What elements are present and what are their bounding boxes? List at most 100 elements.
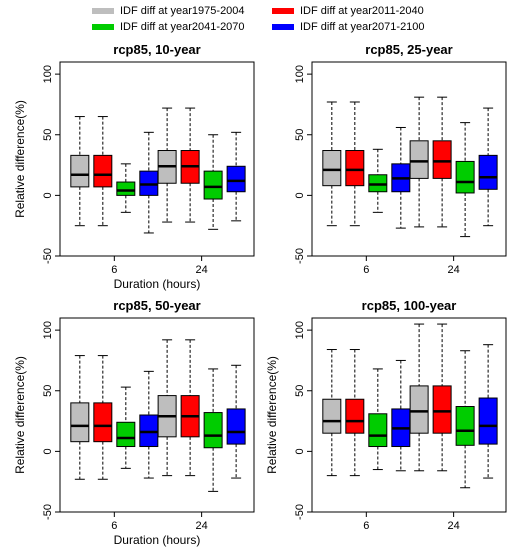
iqr-box — [203, 170, 223, 200]
box — [139, 370, 159, 479]
plot-frame — [311, 317, 507, 513]
y-axis-label: Relative difference(%) — [13, 100, 27, 218]
legend-item-1975-2004: IDF diff at year1975-2004 — [92, 5, 245, 17]
box — [203, 368, 223, 492]
legend-item-2071-2100: IDF diff at year2071-2100 — [272, 21, 425, 33]
iqr-box — [203, 412, 223, 449]
box — [432, 96, 452, 228]
box — [478, 344, 498, 479]
y-tick-label: 100 — [294, 321, 306, 339]
x-tick-label: 24 — [447, 264, 459, 276]
iqr-box — [70, 154, 90, 188]
box — [93, 116, 113, 227]
y-tick-label: -50 — [42, 248, 54, 264]
box — [203, 134, 223, 230]
x-tick-label: 6 — [111, 264, 117, 276]
box — [368, 368, 388, 471]
chart-title: rcp85, 100-year — [362, 298, 457, 313]
chart-panel: rcp85, 50-year -50 0 50 100 Relative differen… — [13, 298, 255, 547]
box — [391, 126, 411, 229]
iqr-box — [409, 140, 429, 179]
box — [322, 101, 342, 227]
x-tick-label: 24 — [447, 520, 459, 532]
iqr-box — [93, 402, 113, 443]
y-axis-label: Relative difference(%) — [265, 356, 279, 474]
x-tick-label: 6 — [363, 520, 369, 532]
x-tick-label: 6 — [363, 264, 369, 276]
box — [139, 131, 159, 234]
iqr-box — [226, 408, 246, 445]
iqr-box — [409, 385, 429, 434]
legend-item-2011-2040: IDF diff at year2011-2040 — [272, 5, 424, 17]
chart-title: rcp85, 50-year — [113, 298, 200, 313]
box — [345, 349, 365, 477]
iqr-box — [116, 421, 136, 448]
legend: IDF diff at year1975-2004 IDF diff at ye… — [0, 0, 512, 40]
y-tick-label: 50 — [42, 385, 54, 397]
box — [180, 339, 200, 477]
iqr-box — [93, 154, 113, 188]
x-axis-label: Duration (hours) — [114, 533, 201, 547]
iqr-box — [368, 413, 388, 448]
box — [455, 122, 475, 238]
y-tick-label: 50 — [294, 129, 306, 141]
box — [226, 364, 246, 479]
x-tick-label: 24 — [195, 520, 207, 532]
iqr-box — [432, 385, 452, 434]
legend-label: IDF diff at year2011-2040 — [300, 5, 424, 17]
iqr-box — [455, 406, 475, 446]
box — [409, 96, 429, 228]
chart-panel: rcp85, 10-year -50 0 50 100 Relative differen… — [13, 42, 255, 291]
legend-label: IDF diff at year2071-2100 — [300, 21, 425, 33]
y-tick-label: 50 — [42, 129, 54, 141]
y-tick-label: -50 — [294, 504, 306, 520]
plot-frame — [59, 61, 255, 257]
plot-frame — [311, 61, 507, 257]
x-axis-label: Duration (hours) — [114, 277, 201, 291]
y-tick-label: 100 — [42, 321, 54, 339]
box — [226, 131, 246, 222]
iqr-box — [116, 181, 136, 196]
box — [93, 355, 113, 480]
x-tick-label: 6 — [111, 520, 117, 532]
iqr-box — [70, 402, 90, 443]
y-tick-label: 0 — [42, 192, 54, 198]
legend-swatch-grey — [92, 8, 114, 14]
y-tick-label: -50 — [294, 248, 306, 264]
iqr-box — [345, 398, 365, 434]
box — [368, 148, 388, 213]
y-tick-label: -50 — [42, 504, 54, 520]
y-tick-label: 100 — [294, 65, 306, 83]
chart-title: rcp85, 25-year — [365, 42, 452, 57]
box — [180, 107, 200, 223]
box — [455, 350, 475, 489]
y-tick-label: 0 — [294, 192, 306, 198]
box — [157, 107, 177, 223]
legend-item-2041-2070: IDF diff at year2041-2070 — [92, 21, 245, 33]
box — [391, 359, 411, 472]
box — [70, 355, 90, 480]
y-tick-label: 100 — [42, 65, 54, 83]
box — [432, 323, 452, 472]
box — [409, 323, 429, 472]
y-axis-label: Relative difference(%) — [13, 356, 27, 474]
y-tick-label: 0 — [294, 448, 306, 454]
iqr-box — [478, 154, 498, 190]
iqr-box — [226, 165, 246, 193]
box — [70, 116, 90, 227]
iqr-box — [345, 150, 365, 187]
iqr-box — [322, 150, 342, 187]
box — [322, 349, 342, 477]
box — [157, 339, 177, 477]
plot-frame — [59, 317, 255, 513]
iqr-box — [455, 160, 475, 194]
iqr-box — [478, 397, 498, 445]
legend-swatch-red — [272, 8, 294, 14]
y-tick-label: 50 — [294, 385, 306, 397]
chart-title: rcp85, 10-year — [113, 42, 200, 57]
box — [116, 386, 136, 469]
chart-panel: rcp85, 25-year -50 0 50 100 6 24 — [294, 42, 507, 276]
box — [116, 163, 136, 213]
iqr-box — [432, 140, 452, 179]
